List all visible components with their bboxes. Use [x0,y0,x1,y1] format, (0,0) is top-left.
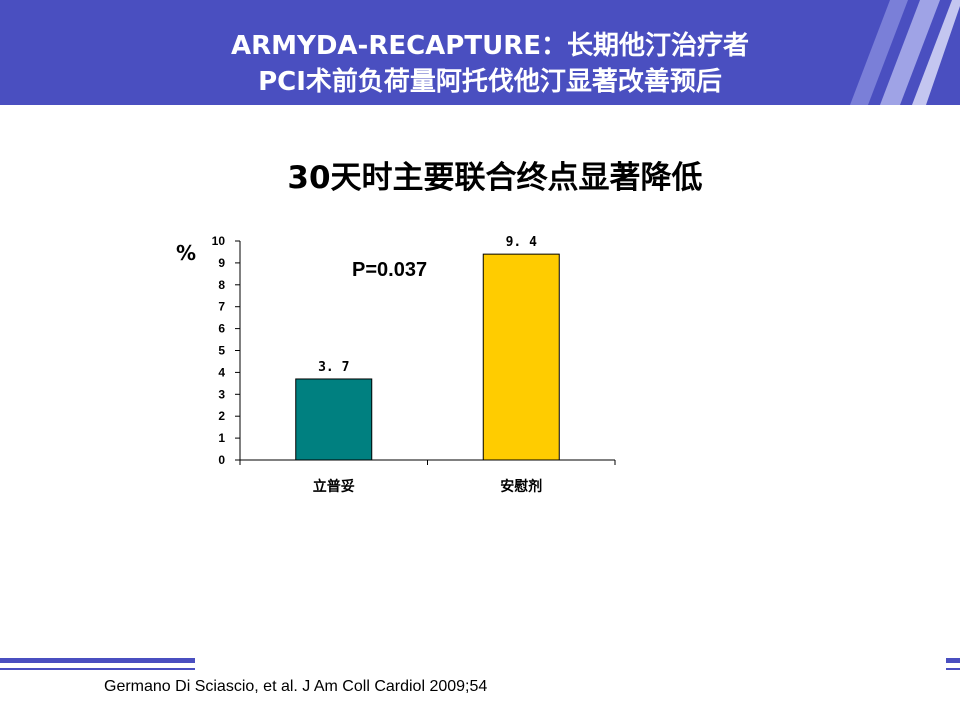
bars-group: 3. 7 立普妥 9. 4 安慰剂 [239,235,616,495]
slide-title-line1: ARMYDA-RECAPTURE：长期他汀治疗者 [230,31,749,61]
y-tick-label: 10 [212,234,226,248]
y-tick-label: 9 [218,256,225,270]
title-banner: ARMYDA-RECAPTURE：长期他汀治疗者 PCI术前负荷量阿托伐他汀显著… [0,0,960,105]
y-tick-label: 3 [218,387,225,401]
category-label: 安慰剂 [500,478,542,495]
y-axis-label: % [176,241,196,265]
y-axis-ticks: 0 1 2 3 4 5 6 7 8 9 10 [212,234,240,467]
bar-chart: % 0 1 2 3 4 5 6 7 8 9 10 3. 7 立普妥 9. 4 安慰剂 P=0.037 [176,234,616,495]
bar-value-label: 3. 7 [318,360,349,375]
y-tick-label: 6 [218,322,225,336]
y-tick-label: 1 [218,431,225,445]
citation: Germano Di Sciascio, et al. J Am Coll Ca… [104,678,488,695]
bar [295,378,373,461]
y-tick-label: 5 [218,344,225,358]
decorative-stripes [850,0,960,105]
footer-line-left-1 [0,658,195,663]
footer-line-right-1 [946,658,960,663]
y-tick-label: 2 [218,409,225,423]
bar [482,253,560,461]
y-tick-label: 0 [218,453,225,467]
y-tick-label: 8 [218,278,225,292]
y-tick-label: 7 [218,300,225,314]
category-label: 立普妥 [313,478,355,495]
footer-line-right-2 [946,668,960,670]
y-tick-label: 4 [218,365,225,379]
slide-title-line2: PCI术前负荷量阿托伐他汀显著改善预后 [258,67,722,97]
p-value-annotation: P=0.037 [352,259,427,281]
slide-title: ARMYDA-RECAPTURE：长期他汀治疗者 PCI术前负荷量阿托伐他汀显著… [150,28,830,100]
footer-line-left-2 [0,668,195,670]
bar-value-label: 9. 4 [506,235,537,250]
chart-heading: 30天时主要联合终点显著降低 [287,160,703,196]
